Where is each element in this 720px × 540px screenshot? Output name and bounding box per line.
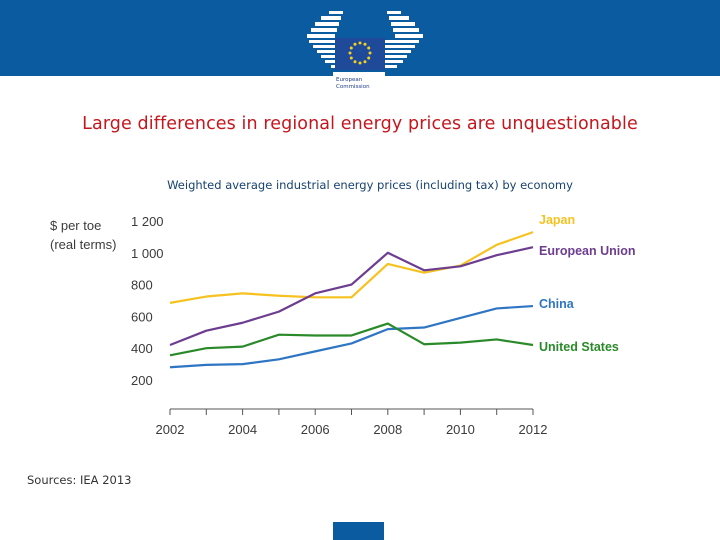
x-tick-label: 2002 xyxy=(156,422,185,437)
series-line-european-union xyxy=(169,246,534,347)
series-line-china xyxy=(169,304,534,369)
y-tick-label: 1 200 xyxy=(131,214,164,229)
y-tick-label: 800 xyxy=(131,278,153,293)
y-axis-label-line1: $ per toe xyxy=(50,218,102,233)
x-tick-label: 2008 xyxy=(373,422,402,437)
logo-wordmark: European Commission xyxy=(336,77,392,90)
x-tick-label: 2004 xyxy=(228,422,257,437)
chart-title: Weighted average industrial energy price… xyxy=(167,178,573,192)
legend-label-japan: Japan xyxy=(539,213,575,227)
legend-label-european-union: European Union xyxy=(539,244,636,258)
y-tick-label: 1 000 xyxy=(131,246,164,261)
european-commission-logo xyxy=(307,11,423,100)
x-tick-label: 2006 xyxy=(301,422,330,437)
series-line-japan xyxy=(169,231,534,304)
eu-stars-icon xyxy=(348,41,372,65)
x-tick-label: 2010 xyxy=(446,422,475,437)
slide-title: Large differences in regional energy pri… xyxy=(82,114,638,134)
logo-text-line1: European xyxy=(336,77,363,83)
y-tick-label: 600 xyxy=(131,309,153,324)
y-tick-label: 200 xyxy=(131,373,153,388)
sources-note: Sources: IEA 2013 xyxy=(27,473,132,487)
y-axis-label-line2: (real terms) xyxy=(50,237,117,252)
footer-block xyxy=(333,522,384,540)
x-tick-label: 2012 xyxy=(519,422,548,437)
legend-label-united-states: United States xyxy=(539,340,619,354)
y-tick-label: 400 xyxy=(131,341,153,356)
legend-label-china: China xyxy=(539,297,575,311)
logo-text-line2: Commission xyxy=(336,83,370,90)
series-line-united-states xyxy=(169,322,534,357)
y-axis-label: $ per toe (real terms) xyxy=(50,216,130,254)
